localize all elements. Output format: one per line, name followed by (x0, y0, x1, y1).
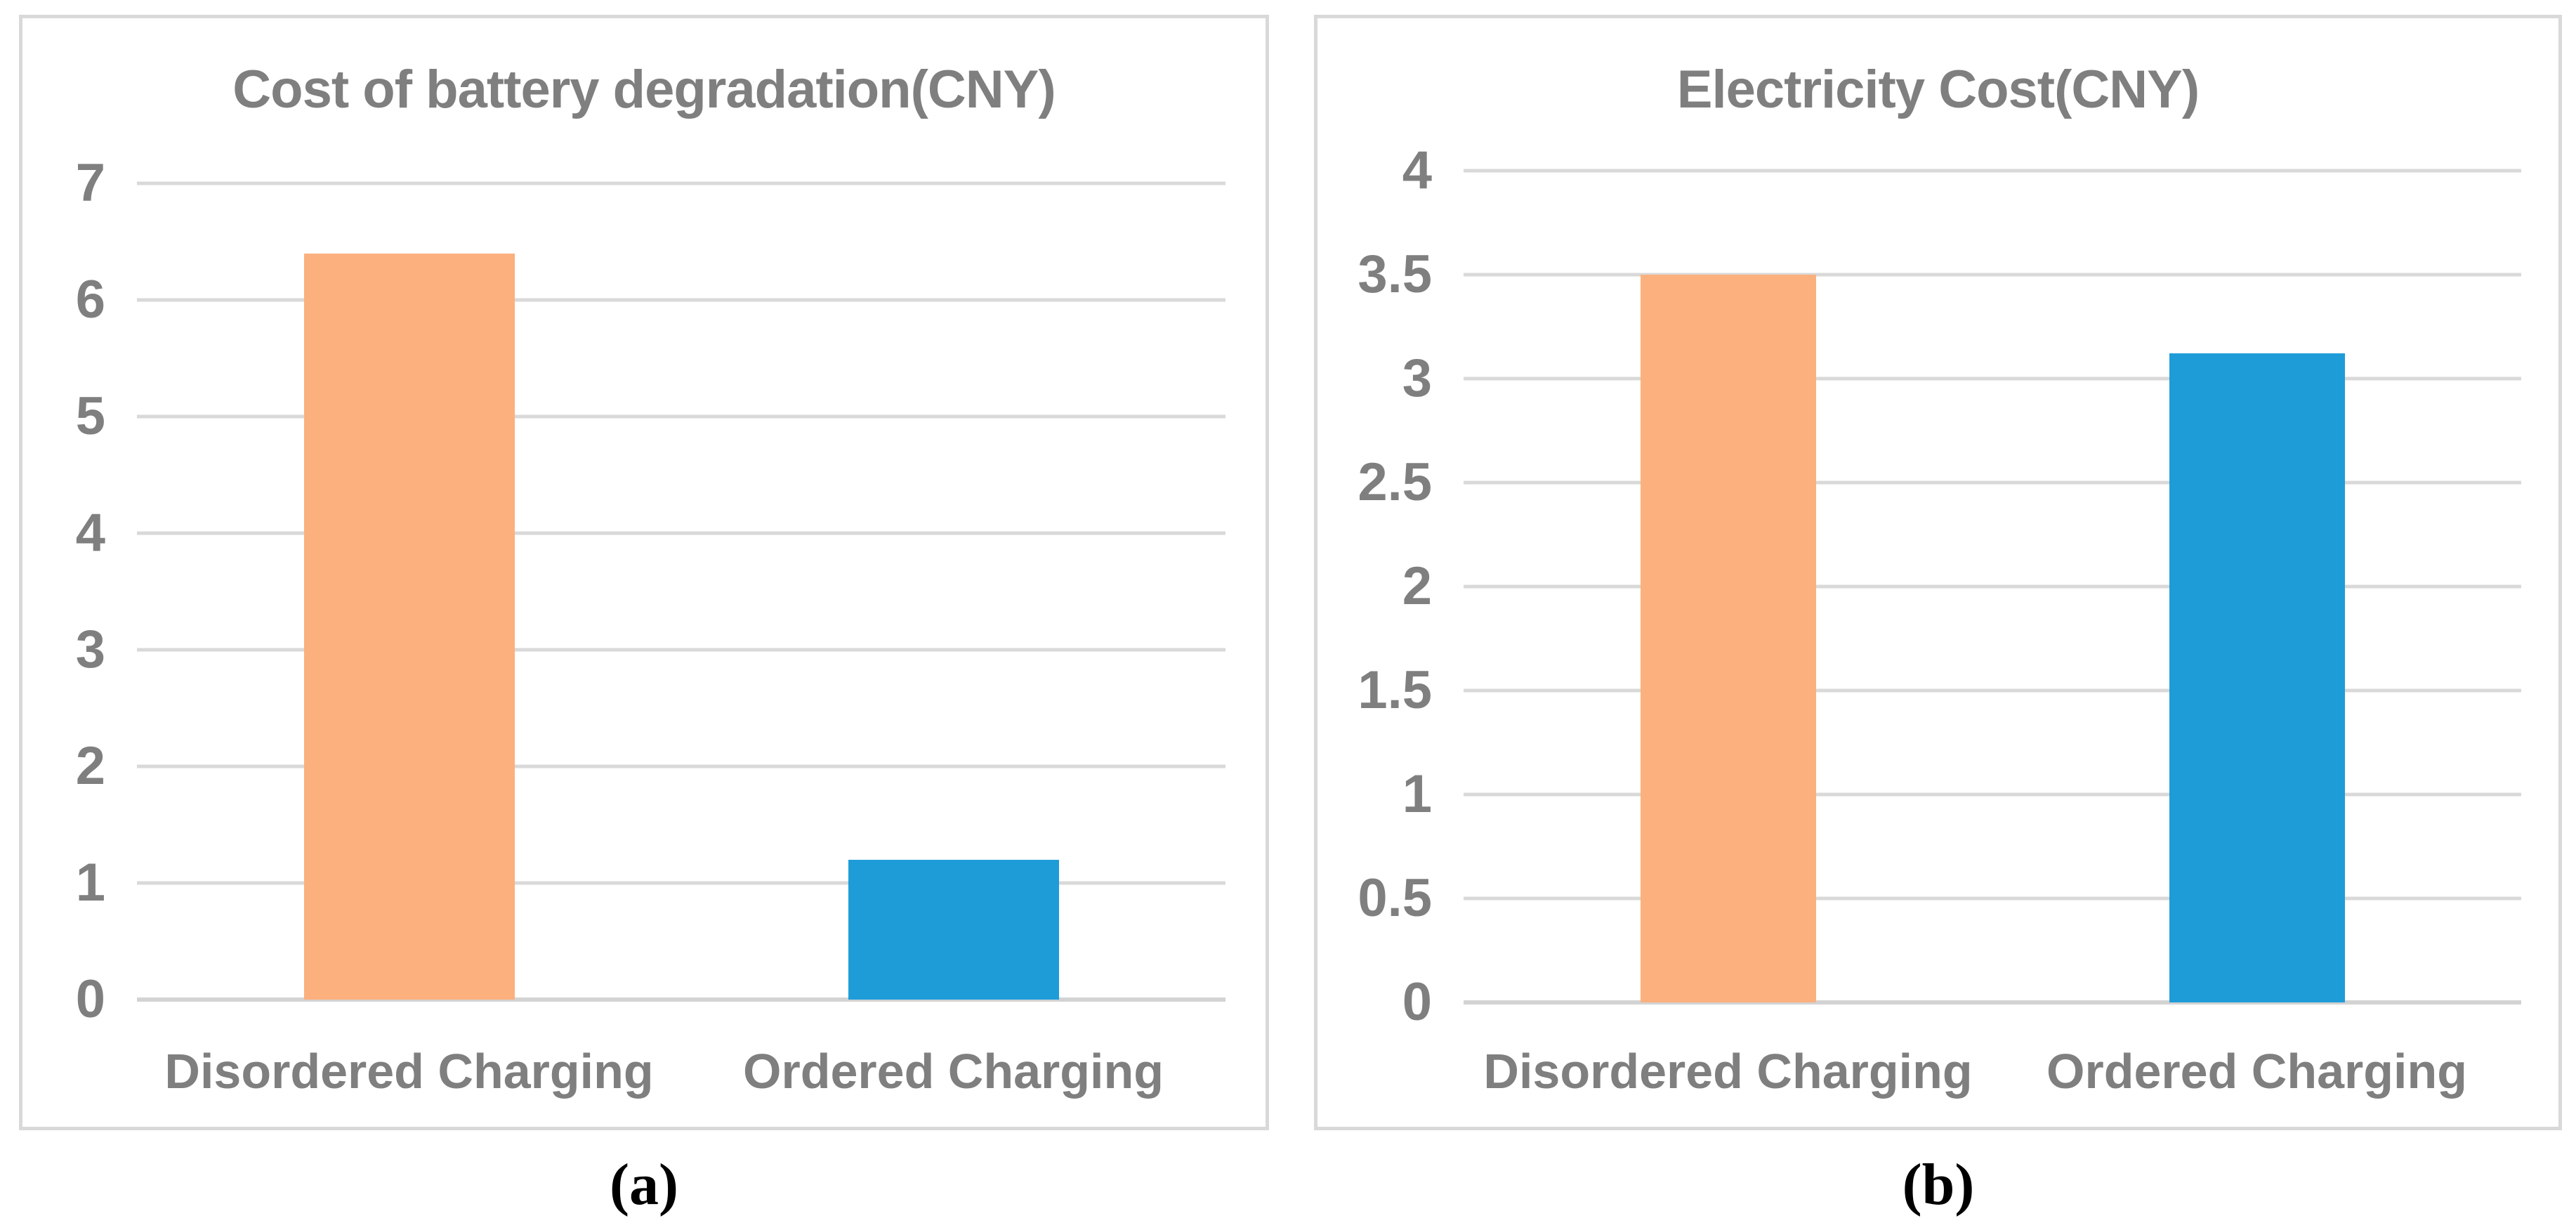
gridline (137, 531, 1225, 535)
bar-ordered-charging (848, 859, 1059, 1000)
y-tick-label: 0 (75, 969, 105, 1029)
y-tick-label: 2.5 (1358, 452, 1432, 512)
x-category-label: Ordered Charging (2046, 1044, 2467, 1099)
x-category-label: Disordered Charging (164, 1044, 654, 1099)
gridline (137, 764, 1225, 768)
gridline (137, 298, 1225, 302)
chart-panel-a: Cost of battery degradation(CNY) 0 1 2 3 4 5 6… (19, 15, 1269, 1130)
chart-panel-b: Electricity Cost(CNY) 0 0.5 1 1.5 2 2.5 3 3.5 4 … (1314, 15, 2562, 1130)
chart-title-a: Cost of battery degradation(CNY) (232, 60, 1056, 119)
gridline (137, 181, 1225, 185)
chart-title-b: Electricity Cost(CNY) (1676, 60, 2200, 119)
y-tick-label: 4 (75, 503, 105, 563)
bar-disordered-charging (303, 253, 515, 1000)
bar-disordered-charging (1640, 275, 1816, 1002)
x-axis-labels-a: Disordered Charging Ordered Charging (137, 1047, 1225, 1117)
gridline (1464, 377, 2521, 381)
x-category-label: Disordered Charging (1483, 1044, 1973, 1099)
y-tick-label: 0 (1402, 972, 1432, 1032)
gridline (1464, 688, 2521, 693)
gridline (1464, 273, 2521, 277)
x-axis-line (137, 997, 1225, 1002)
y-tick-label: 2 (75, 736, 105, 796)
gridline (1464, 584, 2521, 589)
bar-ordered-charging (2169, 353, 2345, 1002)
y-tick-label: 4 (1402, 140, 1432, 200)
gridline (1464, 169, 2521, 173)
gridline (1464, 896, 2521, 901)
x-axis-line (1464, 1000, 2521, 1005)
y-tick-label: 7 (75, 153, 105, 213)
y-tick-label: 1 (75, 853, 105, 912)
x-category-label: Ordered Charging (743, 1044, 1164, 1099)
y-tick-label: 6 (75, 270, 105, 329)
gridline (137, 648, 1225, 652)
y-tick-label: 3 (75, 620, 105, 679)
gridline (137, 881, 1225, 885)
gridline (1464, 480, 2521, 485)
y-tick-label: 3 (1402, 348, 1432, 408)
y-tick-label: 3.5 (1358, 244, 1432, 304)
y-tick-label: 5 (75, 386, 105, 446)
subfigure-caption-a: (a) (610, 1152, 678, 1217)
y-tick-label: 1 (1402, 764, 1432, 824)
subfigure-caption-b: (b) (1902, 1152, 1975, 1217)
y-tick-label: 1.5 (1358, 660, 1432, 720)
y-tick-label: 0.5 (1358, 868, 1432, 928)
gridline (1464, 792, 2521, 797)
x-axis-labels-b: Disordered Charging Ordered Charging (1464, 1047, 2521, 1117)
gridline (137, 414, 1225, 419)
plot-area-b: 0 0.5 1 1.5 2 2.5 3 3.5 4 (1358, 144, 2521, 1029)
y-tick-label: 2 (1402, 556, 1432, 616)
